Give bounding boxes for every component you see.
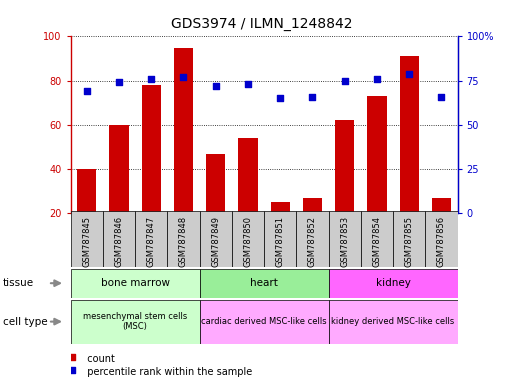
Text: GSM787852: GSM787852 [308,216,317,266]
Bar [297,211,328,267]
Text: GSM787849: GSM787849 [211,216,220,266]
Text: bone marrow: bone marrow [100,278,169,288]
Point [309,93,317,99]
Bar [142,85,161,213]
Text: GSM787847: GSM787847 [147,216,156,267]
Bar [335,121,355,213]
Point [405,71,413,77]
Text: GSM787850: GSM787850 [244,216,253,266]
Text: GSM787851: GSM787851 [276,216,285,266]
Text: kidney derived MSC-like cells: kidney derived MSC-like cells [332,317,454,326]
Bar [232,211,264,267]
Bar [71,211,103,267]
Bar [264,211,297,267]
Bar [303,198,322,213]
Point [179,74,188,80]
Point [211,83,220,89]
Point [115,79,123,86]
Bar [71,300,200,344]
Text: GSM787845: GSM787845 [82,216,91,266]
Text: cardiac derived MSC-like cells: cardiac derived MSC-like cells [201,317,327,326]
Point [83,88,91,94]
Bar [400,56,419,213]
Point [373,76,381,82]
Point [67,354,76,360]
Bar [103,211,135,267]
Text: GSM787853: GSM787853 [340,216,349,267]
Bar [200,269,328,298]
Bar [425,211,458,267]
Text: tissue: tissue [3,278,34,288]
Text: GSM787854: GSM787854 [372,216,381,266]
Bar [328,269,458,298]
Bar [200,300,328,344]
Text: count: count [81,354,115,364]
Bar [71,269,200,298]
Point [244,81,252,87]
Text: GSM787856: GSM787856 [437,216,446,267]
Text: mesenchymal stem cells
(MSC): mesenchymal stem cells (MSC) [83,312,187,331]
Text: heart: heart [250,278,278,288]
Text: GDS3974 / ILMN_1248842: GDS3974 / ILMN_1248842 [170,17,353,31]
Text: kidney: kidney [376,278,411,288]
Point [67,366,76,372]
Bar [270,202,290,213]
Bar [361,211,393,267]
Point [147,76,155,82]
Text: GSM787848: GSM787848 [179,216,188,267]
Point [276,95,285,101]
Text: percentile rank within the sample: percentile rank within the sample [81,367,252,377]
Bar [200,211,232,267]
Bar [328,211,361,267]
Bar [77,169,96,213]
Bar [109,125,129,213]
Bar [238,138,258,213]
Bar [432,198,451,213]
Bar [328,300,458,344]
Text: GSM787855: GSM787855 [405,216,414,266]
Text: cell type: cell type [3,316,47,327]
Text: GSM787846: GSM787846 [115,216,123,267]
Bar [174,48,193,213]
Bar [167,211,200,267]
Point [340,78,349,84]
Point [437,93,446,99]
Bar [135,211,167,267]
Bar [393,211,425,267]
Bar [367,96,386,213]
Bar [206,154,225,213]
